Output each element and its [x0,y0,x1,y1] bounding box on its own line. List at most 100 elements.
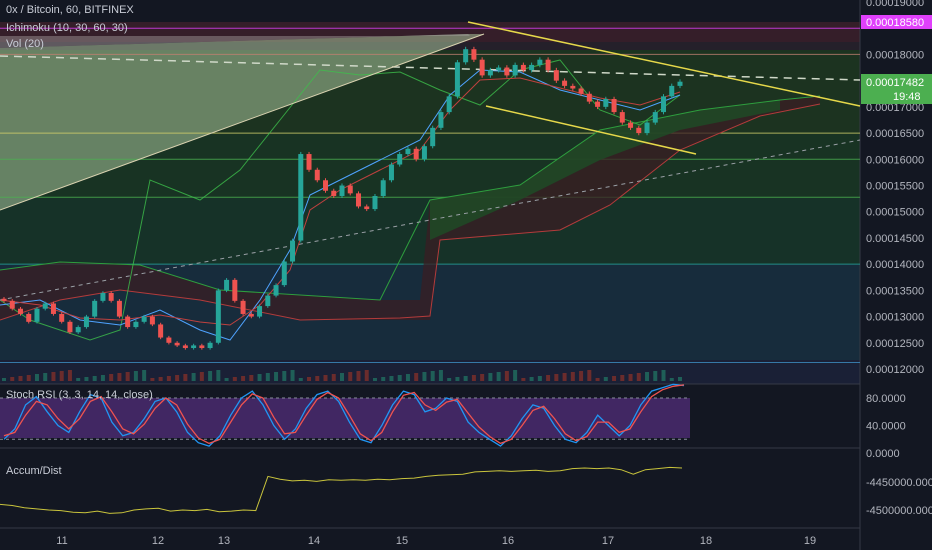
candle [595,101,601,107]
stoch-axis: 80.0000 40.0000 0.0000 [866,393,906,460]
candle [611,98,617,113]
time-tick-label: 12 [152,535,164,547]
price-tick-label: 0.00016500 [866,128,924,140]
volume-bar [636,373,641,381]
volume-bar [10,377,15,381]
candle [487,70,493,76]
candle [9,300,15,309]
volume-bar [537,376,542,381]
candle [578,88,584,94]
volume-bar [422,372,427,381]
candle [454,62,460,97]
volume-bar [521,378,526,381]
candle [323,180,329,191]
candle [83,316,89,328]
candle [438,112,444,128]
time-axis: 11 12 13 14 15 16 17 18 19 [56,535,816,547]
accum-dist-line-path [0,466,683,514]
volume-bar [661,370,666,381]
stoch-tick-label: 0.0000 [866,448,900,460]
candle [281,261,287,286]
price-tick-label: 0.00017000 [866,102,924,114]
candle [545,59,551,71]
current-price-tag: 0.00017482 19:48 [861,74,932,104]
time-tick-label: 11 [56,535,67,547]
candle [504,67,510,76]
volume-bar [133,371,138,381]
candle [355,193,361,207]
volume-label[interactable]: Vol (20) [6,38,44,50]
candle [421,146,427,160]
candle [224,279,230,291]
volume-bar [488,373,493,381]
price-tick-label: 0.00013000 [866,312,924,324]
volume-bar [92,376,97,381]
volume-bar [397,375,402,381]
volume-bar [669,378,674,381]
accum-tick-label: -4450000.0000 [866,477,932,489]
candle [174,342,180,346]
time-tick-label: 17 [602,535,614,547]
volume-bar [84,377,89,381]
volume-bar [496,372,501,381]
price-tick-label: 0.00016000 [866,154,924,166]
candle [108,292,114,301]
volume-bar [224,378,229,381]
volume-bar [265,373,270,381]
candle [182,345,188,349]
candle [397,154,403,165]
candle [339,185,345,196]
current-price-label: 0.00017482 [866,77,924,89]
volume-bar [504,371,509,381]
candle [199,345,205,349]
candle [298,154,304,241]
candle [207,342,213,349]
stoch-rsi-title[interactable]: Stoch RSI (3, 3, 14, 14, close) [6,389,153,401]
candle [191,345,197,349]
candle [166,337,172,343]
volume-bar [430,371,435,381]
candle [364,206,370,210]
stoch-tick-label: 80.0000 [866,393,906,405]
candle [529,64,535,71]
volume-bar [166,376,171,381]
volume-bar [579,371,584,381]
candle [1,298,7,301]
volume-bar [59,371,64,381]
candle [661,96,667,113]
stoch-tick-label: 40.0000 [866,421,906,433]
volume-bar [43,373,48,381]
time-tick-label: 19 [804,535,816,547]
price-tick-label: 0.00014500 [866,233,924,245]
candle [240,300,246,314]
candle [496,67,502,71]
candles [1,46,683,350]
accum-dist-title[interactable]: Accum/Dist [6,465,62,477]
candle [67,321,73,333]
price-tick-label: 0.00015000 [866,207,924,219]
time-tick-label: 14 [308,535,320,547]
price-tick-label: 0.00018000 [866,49,924,61]
volume-bar [414,373,419,381]
ichimoku-label[interactable]: Ichimoku (10, 30, 60, 30) [6,22,128,34]
volume-bar [232,377,237,381]
countdown-label: 19:48 [893,91,921,103]
volume-bars [2,370,682,381]
candle [553,70,559,81]
candle [265,295,271,307]
volume-bar [612,376,617,381]
candle [34,308,40,322]
stoch-rsi-lines [0,383,690,447]
volume-bar [2,378,6,381]
magenta-level-label: 0.00018580 [866,17,924,29]
volume-bar [175,375,180,381]
volume-bar [480,374,485,381]
volume-bar [587,370,592,381]
candle [257,306,263,317]
volume-bar [678,377,682,381]
candle [26,313,32,322]
candle [430,127,436,147]
candle [290,240,296,262]
volume-bar [463,376,468,381]
